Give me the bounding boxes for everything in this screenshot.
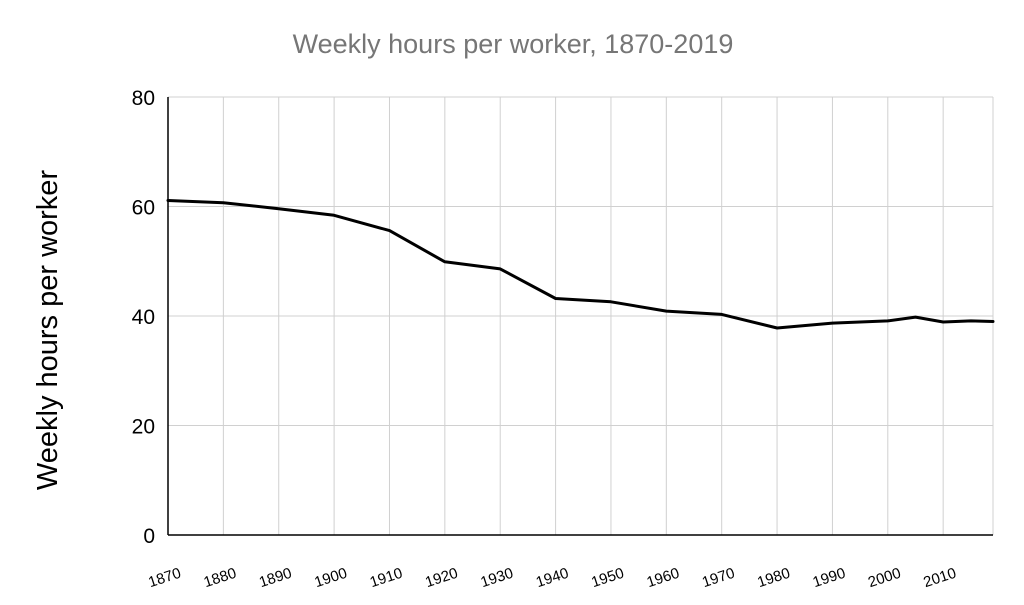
x-tick-labels: 1870 1880 1890 1900 1910 1920 1930 1940 1950 1960… — [146, 565, 958, 591]
x-tick-label: 1880 — [202, 565, 239, 591]
series — [166, 199, 995, 330]
y-tick-label: 80 — [132, 87, 155, 110]
x-tick-label: 2010 — [921, 565, 958, 591]
series-line — [166, 199, 995, 330]
y-axis-label: Weekly hours per worker — [32, 170, 64, 491]
x-tick-label: 1960 — [645, 565, 682, 591]
y-tick-label: 40 — [132, 306, 155, 329]
y-tick-labels: 0 20 40 60 80 — [132, 87, 155, 548]
x-tick-label: 1970 — [700, 565, 737, 591]
x-tick-label: 1980 — [755, 565, 792, 591]
x-tick-label: 1870 — [146, 565, 183, 591]
x-tick-label: 1900 — [312, 565, 349, 591]
x-tick-label: 1990 — [811, 565, 848, 591]
x-tick-label: 1940 — [534, 565, 571, 591]
y-tick-label: 60 — [132, 197, 155, 220]
axes — [167, 97, 993, 536]
x-tick-label: 1890 — [257, 565, 294, 591]
chart-title: Weekly hours per worker, 1870-2019 — [293, 29, 734, 59]
y-tick-label: 20 — [132, 416, 155, 439]
x-tick-label: 1930 — [478, 565, 515, 591]
y-tick-label: 0 — [143, 525, 155, 548]
x-tick-label: 1910 — [368, 565, 405, 591]
x-tick-label: 2000 — [866, 565, 903, 591]
grid — [168, 96, 994, 535]
x-tick-label: 1950 — [589, 565, 626, 591]
x-tick-label: 1920 — [423, 565, 460, 591]
